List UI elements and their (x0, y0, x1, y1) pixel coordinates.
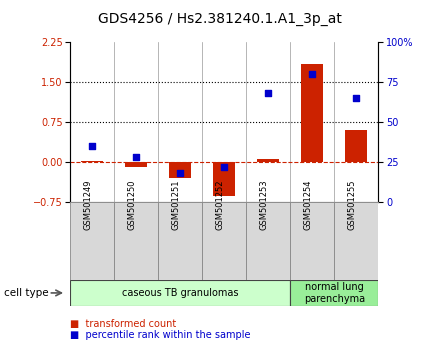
Bar (334, 202, 378, 280)
Text: GSM501254: GSM501254 (304, 179, 312, 230)
Point (177, 170, 184, 176)
Bar (290, 202, 334, 280)
Text: caseous TB granulomas: caseous TB granulomas (122, 288, 238, 298)
Bar (246, 202, 290, 280)
Text: GSM501253: GSM501253 (260, 179, 268, 230)
Bar (169, 162, 191, 178)
Bar (345, 130, 367, 162)
Point (133, 154, 140, 160)
Text: GSM501252: GSM501252 (216, 179, 224, 230)
Point (265, 91, 272, 96)
Bar (213, 162, 235, 196)
Text: normal lung
parenchyma: normal lung parenchyma (304, 282, 365, 304)
Text: GSM501249: GSM501249 (84, 179, 92, 230)
Bar (114, 202, 158, 280)
Point (221, 164, 228, 170)
Bar (202, 202, 246, 280)
Point (309, 72, 316, 77)
Text: GDS4256 / Hs2.381240.1.A1_3p_at: GDS4256 / Hs2.381240.1.A1_3p_at (98, 12, 342, 27)
Bar (81, 161, 103, 162)
Text: cell type: cell type (4, 288, 49, 298)
Point (353, 96, 360, 101)
Text: ■  percentile rank within the sample: ■ percentile rank within the sample (70, 330, 251, 339)
Bar (301, 64, 323, 162)
Bar (158, 202, 202, 280)
Bar (70, 202, 114, 280)
Text: GSM501251: GSM501251 (172, 179, 180, 230)
Text: GSM501250: GSM501250 (128, 179, 136, 230)
Text: ■  transformed count: ■ transformed count (70, 319, 176, 329)
Bar (125, 162, 147, 167)
Bar (257, 159, 279, 162)
Bar (70, 280, 290, 306)
Bar (290, 280, 378, 306)
Text: GSM501255: GSM501255 (348, 179, 356, 230)
Point (89, 143, 96, 149)
